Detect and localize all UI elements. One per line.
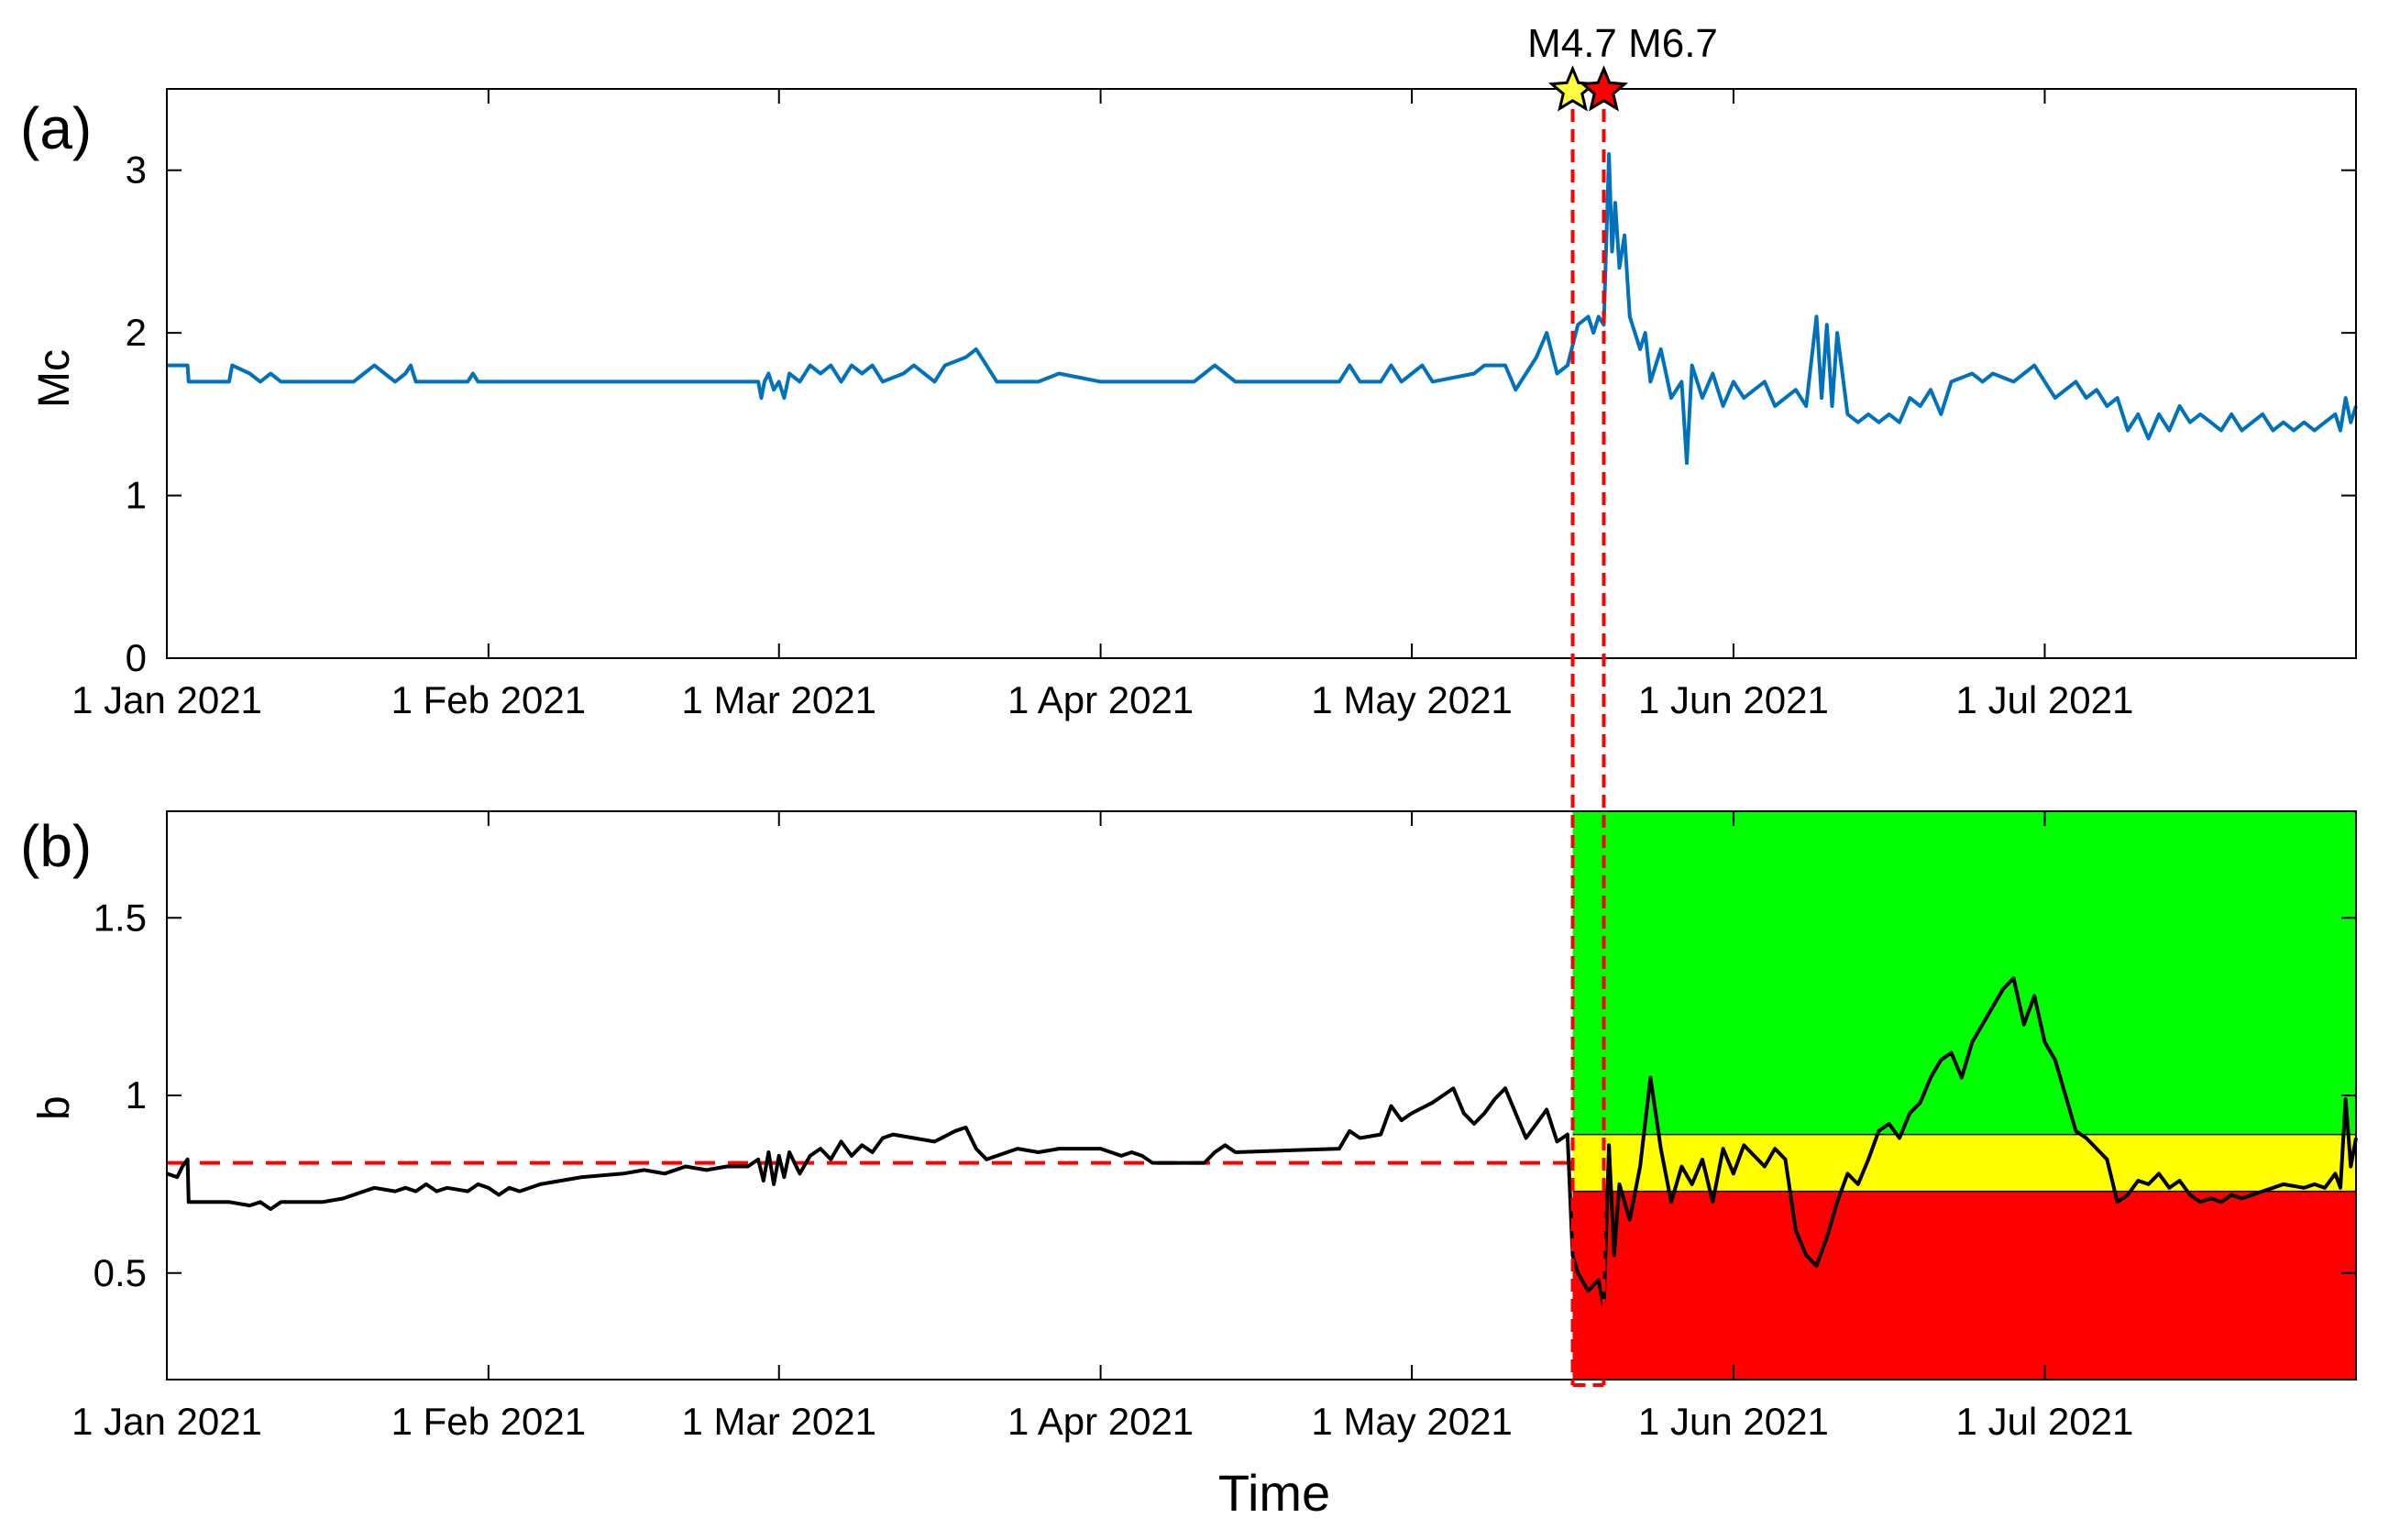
b-ytick-label-1: 1 bbox=[126, 1073, 147, 1116]
b-value-zones bbox=[1572, 811, 2356, 1380]
a-xtick-label-0: 1 Jan 2021 bbox=[72, 678, 262, 721]
x-axis-title: Time bbox=[1218, 1464, 1330, 1522]
a-xtick-label-6: 1 Jul 2021 bbox=[1956, 678, 2134, 721]
b-xtick-label-0: 1 Jan 2021 bbox=[72, 1400, 262, 1443]
a-xtick-label-5: 1 Jun 2021 bbox=[1638, 678, 1829, 721]
event-star-1 bbox=[1579, 65, 1629, 112]
b-xtick-label-5: 1 Jun 2021 bbox=[1638, 1400, 1829, 1443]
b-ytick-label-0: 0.5 bbox=[94, 1251, 147, 1294]
panel-a-ylabel: Mc bbox=[30, 349, 79, 408]
event-label-m67: M6.7 bbox=[1628, 21, 1718, 66]
event-label-m47: M4.7 bbox=[1527, 21, 1617, 66]
a-xtick-label-1: 1 Feb 2021 bbox=[391, 678, 587, 721]
a-ytick-label-1: 1 bbox=[126, 474, 147, 517]
a-ytick-label-3: 3 bbox=[126, 148, 147, 192]
b-xtick-label-6: 1 Jul 2021 bbox=[1956, 1400, 2134, 1443]
panel-a-label: (a) bbox=[20, 95, 92, 161]
a-ytick-label-2: 2 bbox=[126, 311, 147, 354]
b-xtick-label-4: 1 May 2021 bbox=[1311, 1400, 1512, 1443]
panel-a-axes-box bbox=[166, 88, 2357, 659]
b-xtick-label-1: 1 Feb 2021 bbox=[391, 1400, 587, 1443]
panel-b-ylabel: b bbox=[30, 1095, 79, 1120]
zone-0 bbox=[1572, 1191, 2356, 1380]
b-xtick-label-2: 1 Mar 2021 bbox=[682, 1400, 876, 1443]
b-series-line bbox=[166, 976, 2358, 1311]
panel-b-label: (b) bbox=[20, 813, 92, 879]
zone-2 bbox=[1572, 811, 2356, 1135]
b-xtick-label-3: 1 Apr 2021 bbox=[1007, 1400, 1194, 1443]
b-ytick-label-2: 1.5 bbox=[94, 896, 147, 939]
event-markers bbox=[1547, 65, 1629, 1387]
a-xtick-label-4: 1 May 2021 bbox=[1311, 678, 1512, 721]
axis-ticks: 1 Jan 2021 1 Feb 2021 1 Mar 2021 1 Apr 2021… bbox=[72, 89, 2356, 1443]
mc-series-line bbox=[167, 152, 2358, 466]
a-ytick-label-0: 0 bbox=[126, 636, 147, 679]
a-xtick-label-3: 1 Apr 2021 bbox=[1007, 678, 1194, 721]
a-xtick-label-2: 1 Mar 2021 bbox=[682, 678, 876, 721]
